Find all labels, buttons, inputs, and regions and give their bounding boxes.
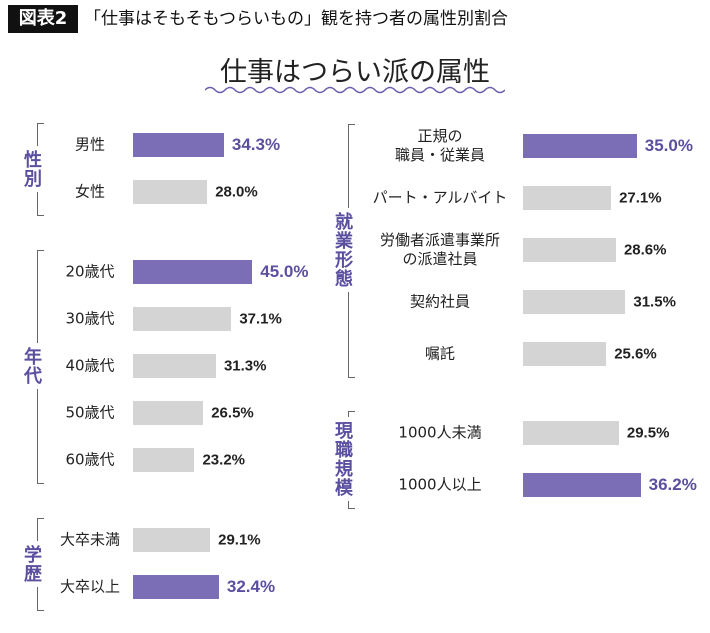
chart-subtitle: 仕事はつらい派の属性 xyxy=(220,57,490,88)
value-label: 29.5% xyxy=(626,424,670,442)
value-label: 35.0% xyxy=(644,136,693,155)
value-label: 25.6% xyxy=(614,345,657,363)
value-label: 31.3% xyxy=(223,357,267,375)
category-label: 60歳代 xyxy=(65,450,115,469)
group-label: 年代 xyxy=(18,343,44,389)
bar xyxy=(133,354,216,378)
bar xyxy=(523,290,626,314)
category-label: 嘱託 xyxy=(424,344,455,363)
value-label: 29.1% xyxy=(218,531,261,549)
category-label: 労働者派遣事業所 の派遣社員 xyxy=(379,231,500,268)
value-label: 34.3% xyxy=(231,135,281,154)
category-label: 正規の 職員・従業員 xyxy=(394,127,485,164)
category-label: 20歳代 xyxy=(65,262,115,281)
category-label: 契約社員 xyxy=(409,292,470,311)
group-label: 学歴 xyxy=(18,540,44,587)
bar xyxy=(133,448,195,472)
bar xyxy=(133,401,204,425)
figure-label: 図表2 xyxy=(8,5,78,33)
value-label: 45.0% xyxy=(260,262,309,281)
bar xyxy=(523,473,641,497)
value-label: 26.5% xyxy=(211,404,254,422)
group-label: 性別 xyxy=(18,145,44,192)
category-label: パート・アルバイト xyxy=(372,188,508,207)
value-label: 31.5% xyxy=(633,293,676,311)
category-label: 1000人未満 xyxy=(398,423,482,442)
wavy-underline xyxy=(205,86,505,94)
group-label: 現職規模 xyxy=(329,417,355,501)
value-label: 37.1% xyxy=(239,310,282,328)
bar xyxy=(133,180,208,204)
group-label: 就業形態 xyxy=(329,208,355,292)
bar xyxy=(523,186,612,210)
category-label: 大卒以上 xyxy=(59,577,120,596)
value-label: 28.6% xyxy=(623,241,667,259)
bar xyxy=(523,421,619,445)
bar xyxy=(523,134,637,158)
category-label: 女性 xyxy=(74,182,105,201)
category-label: 50歳代 xyxy=(65,403,115,422)
chart-title: 「仕事はそもそもつらいもの」観を持つ者の属性別割合 xyxy=(84,9,508,29)
wave xyxy=(205,86,505,94)
category-label: 男性 xyxy=(74,135,105,154)
bar xyxy=(133,260,253,284)
bar xyxy=(133,307,232,331)
bar xyxy=(523,342,607,366)
category-label: 1000人以上 xyxy=(398,475,482,494)
bar xyxy=(523,238,616,262)
bar xyxy=(133,575,219,599)
bar xyxy=(133,133,224,157)
bar xyxy=(133,528,211,552)
category-label: 40歳代 xyxy=(65,356,115,375)
value-label: 28.0% xyxy=(215,183,258,201)
value-label: 36.2% xyxy=(648,475,697,494)
category-label: 大卒未満 xyxy=(59,530,120,549)
value-label: 23.2% xyxy=(202,451,246,469)
value-label: 27.1% xyxy=(619,189,662,207)
value-label: 32.4% xyxy=(226,577,276,596)
category-label: 30歳代 xyxy=(65,309,115,328)
